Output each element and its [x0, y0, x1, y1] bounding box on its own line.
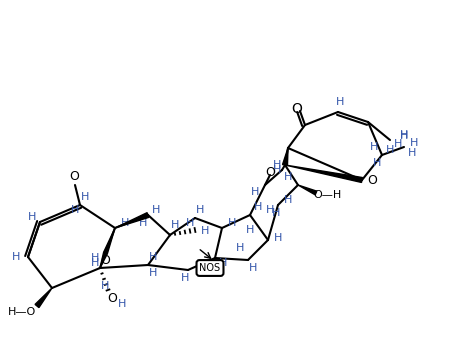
Text: H: H — [408, 148, 416, 158]
Text: H—O: H—O — [8, 307, 36, 317]
Text: H: H — [101, 281, 109, 291]
Polygon shape — [100, 252, 108, 268]
Text: H: H — [400, 131, 408, 141]
Text: H: H — [228, 218, 236, 228]
Text: H: H — [249, 263, 257, 273]
Text: NOS: NOS — [199, 263, 220, 273]
Text: H: H — [284, 195, 292, 205]
Text: H: H — [71, 205, 79, 215]
Text: H: H — [273, 160, 281, 170]
Text: H: H — [149, 252, 157, 262]
Text: H: H — [246, 225, 254, 235]
Text: H: H — [274, 233, 282, 243]
Text: H: H — [186, 218, 194, 228]
Text: H: H — [219, 258, 227, 268]
Text: H: H — [201, 226, 209, 236]
Text: O: O — [100, 253, 110, 267]
Text: H: H — [236, 243, 244, 253]
Text: H: H — [91, 253, 99, 263]
Polygon shape — [35, 288, 52, 308]
Polygon shape — [285, 165, 363, 183]
Text: H: H — [152, 205, 160, 215]
Text: H: H — [266, 205, 274, 215]
Polygon shape — [298, 185, 317, 195]
Text: O: O — [292, 102, 302, 116]
Text: H: H — [139, 218, 147, 228]
Polygon shape — [104, 228, 115, 254]
Text: H: H — [370, 142, 378, 152]
Text: H: H — [12, 252, 20, 262]
Text: O: O — [265, 167, 275, 179]
Text: H: H — [149, 268, 157, 278]
Text: H: H — [394, 139, 402, 149]
Text: H: H — [284, 172, 292, 182]
Text: H: H — [91, 258, 99, 268]
Text: H: H — [181, 273, 189, 283]
Text: H: H — [272, 208, 280, 218]
Text: H: H — [28, 212, 36, 222]
Text: H: H — [196, 205, 204, 215]
Text: H: H — [118, 299, 126, 309]
Text: H: H — [410, 138, 418, 148]
Text: O: O — [69, 169, 79, 183]
Text: H: H — [336, 97, 344, 107]
Text: H: H — [400, 130, 408, 140]
Text: H: H — [273, 165, 281, 175]
Text: H: H — [121, 218, 129, 228]
Polygon shape — [115, 213, 149, 228]
Text: O—H: O—H — [314, 190, 342, 200]
Text: H: H — [251, 187, 259, 197]
Text: H: H — [386, 145, 394, 155]
Polygon shape — [283, 148, 288, 166]
Text: H: H — [373, 158, 381, 168]
Text: O: O — [367, 173, 377, 187]
Text: H: H — [81, 192, 89, 202]
Text: H: H — [171, 220, 179, 230]
Text: H: H — [254, 202, 262, 212]
Text: O: O — [107, 292, 117, 304]
